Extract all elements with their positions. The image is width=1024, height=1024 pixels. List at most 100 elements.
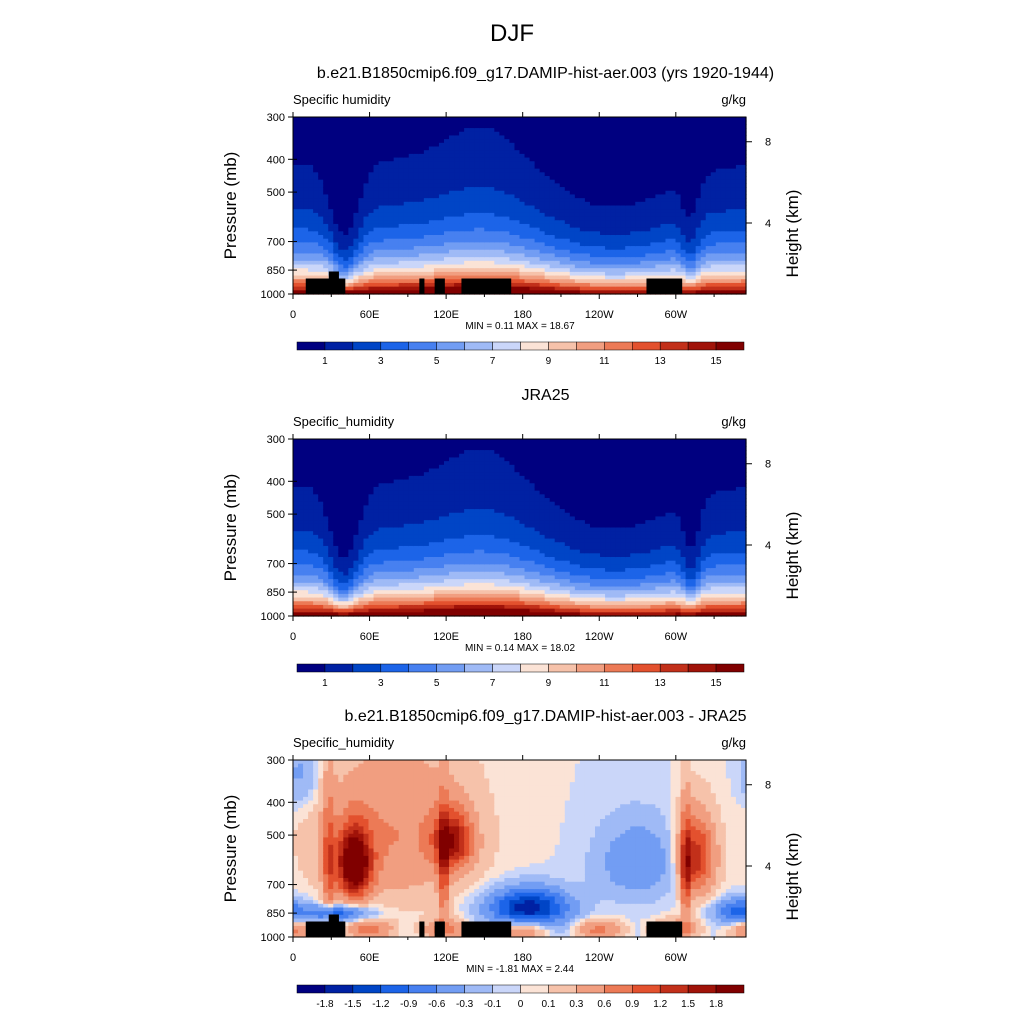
heatmap-cell	[499, 201, 505, 207]
heatmap-cell	[725, 201, 732, 207]
heatmap-cell	[524, 139, 531, 144]
heatmap-cell	[685, 205, 692, 210]
heatmap-cell	[620, 124, 626, 129]
heatmap-cell	[403, 135, 410, 140]
heatmap-cell	[705, 157, 712, 162]
heatmap-cell	[333, 475, 339, 481]
heatmap-cell	[433, 146, 440, 151]
heatmap-cell	[393, 142, 400, 148]
heatmap-cell	[333, 531, 339, 536]
heatmap-cell	[353, 146, 360, 151]
heatmap-cell	[378, 153, 385, 159]
heatmap-cell	[509, 168, 516, 173]
heatmap-cell	[605, 264, 611, 269]
heatmap-cell	[559, 264, 566, 269]
heatmap-cell	[303, 601, 309, 606]
heatmap-cell	[413, 209, 420, 214]
heatmap-cell	[615, 260, 621, 266]
heatmap-cell	[398, 216, 405, 221]
heatmap-cell	[313, 501, 319, 506]
heatmap-cell	[579, 187, 586, 192]
heatmap-cell	[655, 139, 662, 144]
heatmap-cell	[600, 264, 606, 269]
heatmap-cell	[459, 146, 465, 151]
heatmap-cell	[338, 238, 344, 243]
heatmap-cell	[489, 183, 495, 188]
heatmap-cell	[363, 146, 370, 151]
heatmap-cell	[579, 176, 586, 181]
heatmap-cell	[584, 179, 591, 184]
heatmap-cell	[313, 190, 319, 196]
heatmap-cell	[514, 150, 521, 155]
heatmap-cell	[615, 172, 621, 177]
heatmap-cell	[640, 282, 646, 288]
heatmap-cell	[700, 282, 707, 288]
heatmap-cell	[298, 264, 304, 269]
heatmap-cell	[509, 268, 516, 273]
heatmap-cell	[725, 205, 732, 210]
heatmap-cell	[700, 212, 707, 218]
heatmap-cell	[574, 238, 581, 243]
heatmap-cell	[549, 290, 556, 295]
heatmap-cell	[725, 268, 732, 273]
heatmap-cell	[343, 468, 349, 473]
heatmap-cell	[584, 120, 591, 125]
heatmap-cell	[710, 275, 717, 280]
heatmap-cell	[615, 216, 621, 221]
heatmap-cell	[428, 205, 435, 210]
heatmap-cell	[504, 135, 511, 140]
heatmap-cell	[610, 142, 616, 148]
heatmap-cell	[313, 268, 319, 273]
heatmap-cell	[554, 205, 561, 210]
heatmap-cell	[610, 117, 616, 122]
heatmap-cell	[328, 164, 334, 170]
heatmap-cell	[524, 198, 531, 203]
heatmap-cell	[343, 268, 349, 273]
heatmap-cell	[554, 120, 561, 125]
heatmap-cell	[690, 286, 697, 291]
heatmap-cell	[725, 279, 732, 284]
heatmap-cell	[625, 120, 631, 125]
heatmap-cell	[348, 542, 354, 547]
heatmap-cell	[303, 212, 309, 218]
heatmap-cell	[298, 579, 304, 584]
heatmap-cell	[595, 209, 601, 214]
heatmap-cell	[715, 135, 722, 140]
heatmap-cell	[625, 172, 631, 177]
heatmap-cell	[499, 212, 505, 218]
heatmap-cell	[408, 131, 415, 137]
heatmap-cell	[549, 164, 556, 170]
heatmap-cell	[710, 164, 717, 170]
heatmap-cell	[353, 157, 360, 162]
heatmap-cell	[569, 249, 576, 255]
heatmap-cell	[529, 161, 536, 166]
heatmap-cell	[715, 205, 722, 210]
heatmap-cell	[554, 268, 561, 273]
heatmap-cell	[665, 238, 672, 243]
heatmap-cell	[358, 279, 365, 284]
heatmap-cell	[444, 142, 450, 148]
heatmap-cell	[509, 150, 516, 155]
heatmap-cell	[428, 157, 435, 162]
heatmap-cell	[449, 124, 455, 129]
heatmap-cell	[333, 527, 339, 532]
heatmap-cell	[700, 235, 707, 240]
heatmap-cell	[413, 279, 420, 284]
heatmap-cell	[433, 124, 440, 129]
heatmap-cell	[695, 187, 702, 192]
heatmap-cell	[438, 235, 445, 240]
heatmap-cell	[730, 205, 737, 210]
heatmap-cell	[323, 479, 329, 484]
heatmap-cell	[610, 120, 616, 125]
heatmap-cell	[423, 257, 430, 262]
heatmap-cell	[589, 264, 596, 269]
heatmap-cell	[559, 249, 566, 255]
heatmap-cell	[685, 117, 692, 122]
heatmap-cell	[685, 176, 692, 181]
heatmap-cell	[640, 150, 646, 155]
heatmap-cell	[358, 268, 365, 273]
heatmap-cell	[318, 246, 324, 251]
heatmap-cell	[509, 286, 516, 291]
heatmap-cell	[449, 246, 455, 251]
heatmap-cell	[348, 242, 354, 247]
